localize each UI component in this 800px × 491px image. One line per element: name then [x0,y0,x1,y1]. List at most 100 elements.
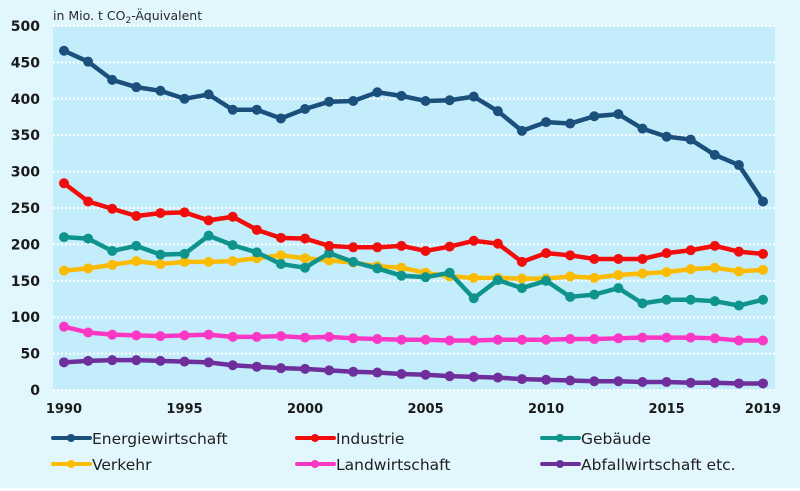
unit-label: in Mio. t CO2-Äquivalent [53,8,202,26]
data-point [685,134,696,145]
y-tick-label: 200 [11,237,40,253]
legend-label: Verkehr [92,456,152,474]
data-point [372,334,383,345]
data-point [541,374,552,385]
data-point [83,196,94,207]
data-point [733,266,744,277]
data-point [300,363,311,374]
data-point [396,90,407,101]
data-point [83,355,94,366]
data-point [565,291,576,302]
data-point [541,117,552,128]
data-point [348,366,359,377]
data-point [275,113,286,124]
data-point [107,245,118,256]
legend-item: Landwirtschaft [295,456,450,474]
data-point [300,253,311,264]
data-point [709,377,720,388]
data-point [227,240,238,251]
data-point [709,240,720,251]
data-point [396,262,407,273]
data-point [348,242,359,253]
data-point [444,371,455,382]
y-tick-label: 300 [11,165,40,181]
data-point [661,131,672,142]
data-point [733,246,744,257]
data-point [444,267,455,278]
data-point [59,178,69,189]
data-point [516,374,527,385]
data-point [709,333,720,344]
data-point [59,232,69,243]
data-point [444,95,455,106]
data-point [758,294,768,305]
data-point [758,196,768,207]
legend-label: Industrie [336,430,404,448]
data-point [637,253,648,264]
data-point [155,355,166,366]
series-gebäude [59,230,768,311]
data-point [155,208,166,219]
data-point [203,256,214,267]
data-point [637,376,648,387]
x-tick-label: 2019 [745,402,781,417]
data-point [203,230,214,241]
data-point [758,378,768,389]
data-point [589,334,600,345]
data-point [468,293,479,304]
data-point [348,256,359,267]
legend-label: Landwirtschaft [336,456,450,474]
legend-item: Energiewirtschaft [51,430,228,448]
data-point [685,332,696,343]
data-point [661,294,672,305]
data-point [372,263,383,274]
data-point [613,283,624,294]
legend: Energiewirtschaft Industrie Gebäude Verkehr… [51,430,736,474]
gridlines [53,25,775,391]
data-point [685,245,696,256]
data-point [685,264,696,275]
data-point [468,272,479,283]
data-point [492,106,503,117]
data-point [516,273,527,284]
legend-item: Abfallwirtschaft etc. [540,456,736,474]
data-point [709,296,720,307]
unit-label-subscript: 2 [125,16,131,26]
data-point [637,298,648,309]
data-point [589,111,600,122]
data-point [324,248,335,259]
data-point [131,82,142,93]
data-point [613,109,624,120]
data-point [589,272,600,283]
data-point [155,249,166,260]
data-point [227,331,238,342]
data-point [661,267,672,278]
data-point [107,355,118,366]
data-point [420,334,431,345]
data-point [733,335,744,346]
legend-swatch-marker [556,434,564,442]
data-point [613,376,624,387]
legend-swatch-marker [311,460,319,468]
data-point [107,259,118,270]
data-point [613,269,624,280]
data-point [179,356,190,367]
y-tick-label: 500 [11,19,40,35]
series-layer [59,45,768,389]
y-tick-label: 150 [11,274,40,290]
legend-label: Energiewirtschaft [92,430,228,448]
data-point [203,329,214,340]
x-tick-label: 2010 [528,402,564,417]
data-point [275,250,286,261]
data-point [59,265,69,276]
data-point [324,365,335,376]
data-point [492,275,503,286]
data-point [492,334,503,345]
data-point [661,376,672,387]
x-tick-label: 2015 [648,402,684,417]
series-energiewirtschaft [59,45,768,207]
data-point [396,240,407,251]
data-point [516,334,527,345]
data-point [59,357,69,368]
